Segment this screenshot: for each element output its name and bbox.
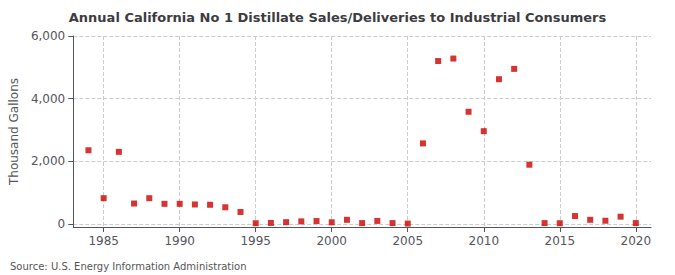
- svg-text:1995: 1995: [240, 234, 271, 248]
- svg-text:2010: 2010: [468, 234, 499, 248]
- svg-text:4,000: 4,000: [31, 92, 65, 106]
- svg-text:Annual California No 1 Distill: Annual California No 1 Distillate Sales/…: [69, 10, 607, 25]
- svg-text:6,000: 6,000: [31, 29, 65, 43]
- svg-text:2000: 2000: [316, 234, 347, 248]
- svg-text:2005: 2005: [392, 234, 423, 248]
- svg-text:Source: U.S. Energy Informatio: Source: U.S. Energy Information Administ…: [10, 261, 247, 272]
- svg-text:0: 0: [58, 217, 66, 231]
- svg-text:2020: 2020: [621, 234, 652, 248]
- svg-text:2,000: 2,000: [31, 154, 65, 168]
- svg-text:Thousand Gallons: Thousand Gallons: [7, 78, 21, 186]
- svg-text:2015: 2015: [545, 234, 576, 248]
- svg-text:1985: 1985: [88, 234, 119, 248]
- svg-text:1990: 1990: [164, 234, 195, 248]
